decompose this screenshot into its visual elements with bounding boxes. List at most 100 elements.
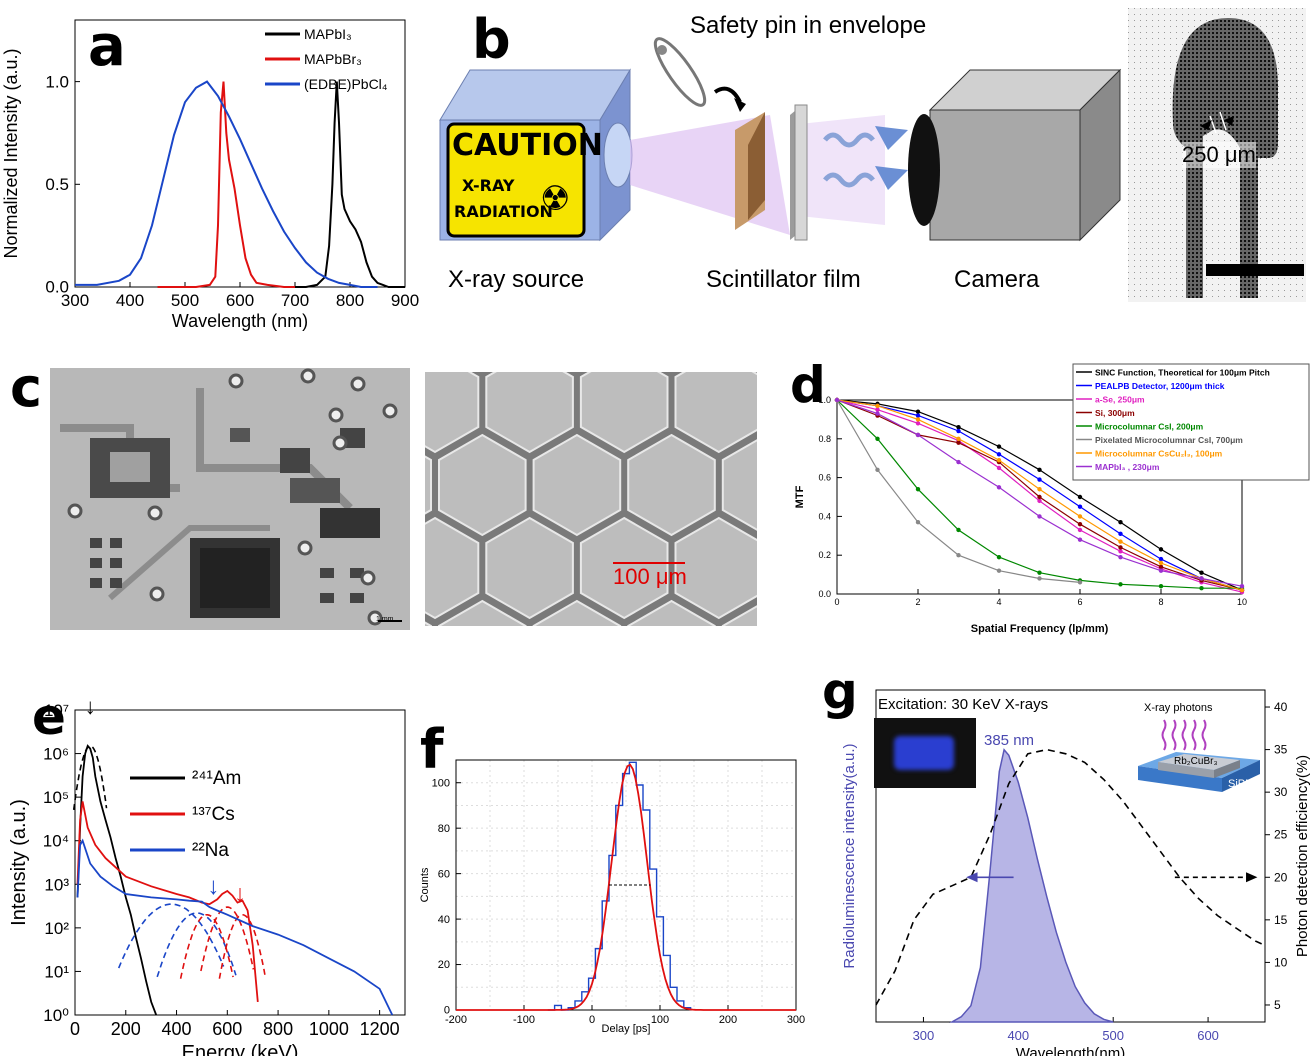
series-line-a-2: [75, 80, 378, 288]
panel-letter-g: g: [822, 662, 858, 720]
y-tick-label: 10⁰: [43, 1006, 69, 1025]
y-tick-label: 0.2: [818, 550, 831, 560]
y-tick-label: 1.0: [45, 72, 69, 91]
data-point-d: [1037, 477, 1042, 482]
data-point-d: [915, 487, 921, 492]
data-point-d: [1037, 498, 1042, 504]
hexagon-cell: [627, 599, 716, 626]
scale-bar: [1206, 264, 1304, 276]
excitation-label: Excitation: 30 KeV X-rays: [878, 696, 1049, 713]
hexagon-cell: [425, 516, 480, 620]
y2-tick-label: 35: [1274, 743, 1288, 757]
xray-source-label: X-ray source: [448, 266, 585, 293]
x-tick-label: 500: [1102, 1028, 1124, 1043]
data-point-d: [1158, 560, 1164, 566]
y-axis-label: Normalized Intensity (a.u.): [1, 48, 21, 258]
imaging-setup-diagram: [439, 37, 1122, 242]
camera-label: Camera: [954, 266, 1040, 293]
plot-frame: [836, 399, 1243, 595]
x-tick-label: 400: [116, 291, 144, 310]
data-point-d: [1158, 547, 1164, 552]
x-tick-label: -100: [513, 1014, 535, 1026]
hexagon-scale-label: 100 μm: [613, 564, 687, 589]
data-point-d: [996, 485, 1002, 490]
y-tick-label: 0: [444, 1005, 450, 1017]
series-line-a-0: [295, 81, 405, 288]
data-point-d: [1077, 494, 1083, 500]
panel-a: 300 400 500 600 700 800 900 0.0 0.5 1.0 Wavelength…: [0, 0, 430, 340]
x-tick-label: 400: [162, 1019, 192, 1039]
data-point-d: [996, 444, 1002, 449]
y-tick-label: 60: [438, 868, 450, 880]
y-axis-label: MTF: [794, 485, 806, 508]
chart-e: 0 200 400 600 800 1000 1200 Energy (keV) Intensi…: [8, 694, 406, 1056]
x-tick-label: 2: [915, 597, 920, 607]
data-point-d: [1118, 545, 1123, 550]
data-point-d: [1239, 587, 1245, 593]
hexagon-cell: [721, 605, 757, 626]
panel-g: 300 400 500 600 5 10 15 20 25 30 35 40 Wavelength(nm…: [820, 660, 1312, 1056]
data-point-d: [956, 527, 961, 533]
fit-component-e: [156, 912, 237, 978]
series-line-e-0: [76, 744, 158, 1016]
data-point-d: [875, 403, 880, 409]
data-point-d: [1037, 570, 1042, 575]
y-tick-label: 0.0: [818, 589, 831, 599]
safety-pin-xray-image: 250 μm: [1128, 8, 1306, 302]
data-point-d: [1118, 539, 1123, 544]
y2-tick-label: 15: [1274, 913, 1288, 927]
hexagon-cell: [721, 439, 757, 531]
hexagon-cell: [425, 372, 480, 454]
x-tick-label: 600: [226, 291, 254, 310]
x-axis-label: Delay [ps]: [602, 1023, 651, 1035]
y-tick-label: 0.4: [818, 511, 831, 521]
data-point-d: [956, 440, 961, 445]
panel-letter-d: d: [790, 356, 826, 414]
legend-label-d-3: Si, 300μm: [1095, 408, 1135, 418]
hexagon-cell: [532, 599, 622, 626]
y-axis-label: Radioluminescence intensity(a.u.): [841, 743, 858, 968]
peak-arrow-am: ↓: [85, 694, 96, 719]
data-point-d: [915, 409, 921, 414]
detector-inset: X-ray photons Rb₂CuBr₃ SiPM: [1136, 698, 1266, 798]
y-tick-label: 10⁷: [44, 701, 69, 720]
histogram-bar: [616, 805, 623, 1010]
data-point-d: [915, 413, 921, 418]
scintillator-label: Scintillator film: [706, 266, 861, 293]
y-tick-label: 100: [432, 777, 450, 789]
fit-component-e: [179, 914, 234, 979]
x-tick-label: 100: [651, 1014, 669, 1026]
panel-b-title: Safety pin in envelope: [690, 12, 927, 39]
y-tick-label: 20: [438, 959, 450, 971]
y2-axis-label: Photon detection efficiency(%): [1294, 755, 1311, 957]
hexagon-cell: [485, 516, 574, 620]
data-point-d: [1077, 580, 1083, 585]
hexagon-cell: [485, 372, 574, 454]
caution-sign-line2: RADIATION: [454, 202, 553, 221]
x-axis-label: Spatial Frequency (lp/mm): [971, 623, 1109, 635]
data-point-d: [1118, 531, 1123, 537]
hexagon-cell: [579, 516, 669, 620]
data-point-d: [1037, 576, 1042, 581]
inset-crystal-label: Rb₂CuBr₃: [1174, 756, 1218, 767]
legend-label-e-1: ¹³⁷Cs: [192, 804, 235, 825]
histogram-bar: [629, 762, 636, 1010]
x-tick-label: 600: [212, 1019, 242, 1039]
y-tick-label: 40: [438, 914, 450, 926]
series-line-e-1: [76, 801, 259, 1002]
x-tick-label: 0: [834, 597, 839, 607]
hexagon-cell: [532, 433, 622, 537]
legend-label-e-0: ²⁴¹Am: [192, 768, 241, 789]
data-point-d: [1118, 554, 1123, 560]
panel-f: -200 -100 0 100 200 300 0 20 40 60 80 100 Delay [ps]…: [419, 680, 820, 1056]
hexagon-cell: [425, 621, 432, 626]
pin-dimension-label: 250 μm: [1182, 142, 1256, 168]
caution-sign-text: CAUTION: [452, 128, 603, 163]
x-tick-label: 10: [1237, 597, 1247, 607]
data-point-d: [1118, 549, 1123, 554]
peak-label: 385 nm: [984, 732, 1035, 749]
panel-letter-f: f: [420, 718, 444, 781]
data-point-d: [996, 452, 1002, 457]
panel-c: c: [0, 350, 790, 640]
panel-letter-b: b: [472, 8, 511, 71]
